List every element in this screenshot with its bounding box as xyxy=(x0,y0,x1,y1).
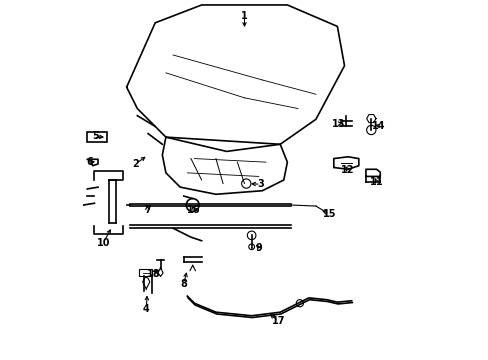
FancyBboxPatch shape xyxy=(139,269,151,276)
Text: 9: 9 xyxy=(255,243,262,253)
Text: 2: 2 xyxy=(132,159,139,169)
Text: 16: 16 xyxy=(186,205,200,215)
Text: 7: 7 xyxy=(143,205,150,215)
Text: 8: 8 xyxy=(180,279,187,289)
Text: 18: 18 xyxy=(146,269,160,279)
Text: 10: 10 xyxy=(97,238,110,248)
Text: 17: 17 xyxy=(271,316,285,326)
Text: 12: 12 xyxy=(341,165,354,175)
Text: 1: 1 xyxy=(241,12,247,21)
Text: 15: 15 xyxy=(322,209,336,219)
Text: 14: 14 xyxy=(371,121,385,131)
Text: 4: 4 xyxy=(142,303,149,314)
Text: 5: 5 xyxy=(92,131,99,141)
Text: 11: 11 xyxy=(369,177,383,187)
FancyBboxPatch shape xyxy=(87,132,107,143)
Text: 6: 6 xyxy=(87,157,93,167)
Text: 3: 3 xyxy=(257,179,264,189)
Text: 13: 13 xyxy=(332,118,345,129)
